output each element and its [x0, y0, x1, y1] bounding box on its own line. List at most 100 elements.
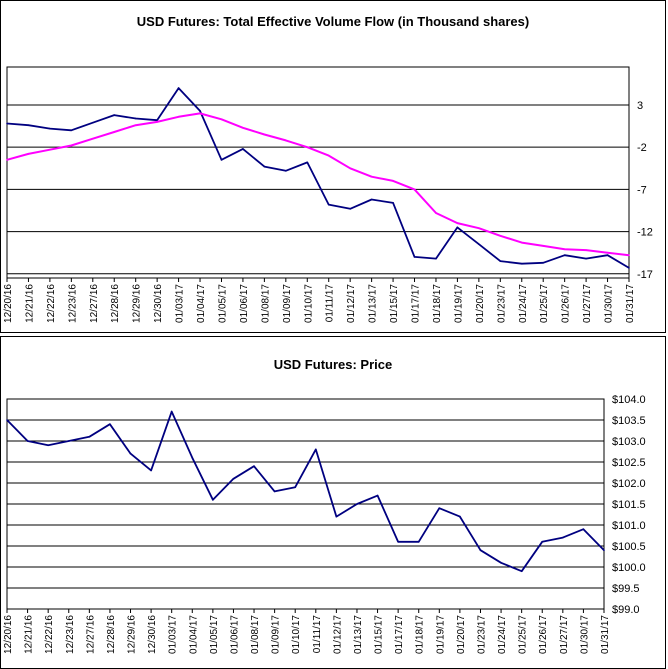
data-point [520, 570, 523, 572]
data-point [499, 235, 502, 237]
x-tick-label: 01/24/17 [518, 284, 529, 323]
data-point [459, 515, 461, 518]
data-point [542, 245, 545, 247]
data-point [88, 436, 91, 438]
data-point [314, 448, 317, 451]
data-point [156, 119, 158, 121]
x-tick-label: 01/03/17 [168, 615, 179, 654]
data-point [170, 410, 173, 413]
x-tick-label: 01/13/17 [368, 284, 379, 323]
series-line-moving-average [6, 112, 630, 257]
data-point [49, 127, 51, 130]
x-tick-label: 12/27/16 [89, 284, 100, 323]
x-tick-label: 01/23/17 [496, 284, 507, 323]
data-point [70, 144, 73, 147]
data-point [335, 515, 338, 518]
data-point [49, 148, 51, 151]
data-point [177, 87, 180, 89]
y-tick-label: $103.5 [612, 415, 646, 427]
y-tick-label: $104.0 [612, 394, 646, 406]
data-point [413, 256, 416, 258]
data-point [435, 257, 437, 260]
data-point [479, 549, 482, 551]
data-point [263, 133, 266, 136]
data-point [417, 541, 420, 543]
y-tick-label: $100.0 [612, 562, 646, 574]
data-point [220, 159, 223, 161]
data-point [541, 541, 544, 543]
x-tick-label: 01/30/17 [579, 615, 590, 654]
x-tick-label: 01/25/17 [539, 284, 550, 323]
data-point [306, 146, 309, 148]
data-point [392, 202, 394, 204]
x-tick-label: 01/25/17 [518, 615, 529, 654]
data-point [273, 490, 276, 493]
x-tick-label: 01/09/17 [282, 284, 293, 323]
data-point [199, 110, 201, 112]
data-point [91, 137, 94, 140]
x-tick-label: 01/15/17 [374, 615, 385, 654]
series-line-price [6, 410, 605, 573]
x-tick-label: 01/05/17 [217, 284, 228, 323]
data-point [542, 262, 545, 264]
data-point [435, 212, 437, 214]
x-tick-label: 01/12/17 [346, 284, 357, 323]
x-tick-label: 12/22/16 [44, 615, 55, 654]
data-point [150, 469, 152, 472]
x-tick-label: 12/28/16 [110, 284, 121, 323]
x-tick-label: 01/10/17 [291, 615, 302, 654]
data-point [370, 198, 373, 201]
data-point [563, 248, 566, 251]
x-tick-label: 12/21/16 [24, 284, 35, 323]
volume-chart-title: USD Futures: Total Effective Volume Flow… [136, 14, 530, 29]
y-tick-label: $101.5 [612, 499, 646, 511]
data-point [327, 154, 330, 157]
x-tick-label: 12/23/16 [67, 284, 78, 323]
data-point [499, 260, 502, 262]
data-point [628, 267, 630, 269]
x-tick-label: 01/31/17 [625, 284, 636, 323]
series-price [6, 410, 605, 573]
x-tick-label: 01/08/17 [260, 284, 271, 323]
data-point [285, 170, 287, 172]
y-tick-label: $102.5 [612, 457, 646, 469]
data-point [478, 227, 480, 230]
x-tick-label: 01/13/17 [353, 615, 364, 654]
volume-chart-svg: 3 -2 -7 -12 -17 12/20/16 12/21/16 12/22/16 12/23… [3, 66, 653, 323]
x-tick-label: 01/06/17 [229, 615, 240, 654]
series-volume [6, 87, 630, 269]
data-point [397, 541, 399, 543]
series-moving-average [6, 112, 630, 257]
data-point [91, 121, 94, 124]
y-tick-label: $101.0 [612, 520, 646, 532]
data-point [113, 131, 116, 133]
data-point [294, 486, 297, 488]
y-tick-label: $103.0 [612, 436, 646, 448]
x-tick-label: 01/27/17 [559, 615, 570, 654]
data-point [370, 175, 373, 178]
data-point [26, 440, 29, 442]
data-point [27, 153, 30, 155]
x-tick-label: 01/10/17 [303, 284, 314, 323]
data-point [456, 226, 459, 229]
data-point [263, 165, 266, 168]
x-tick-label: 01/23/17 [476, 615, 487, 654]
data-point [27, 124, 30, 127]
data-point [413, 188, 416, 191]
data-point [191, 457, 194, 459]
data-point [156, 121, 158, 123]
x-tick-label: 01/17/17 [411, 284, 422, 323]
y-tick-label: 3 [637, 100, 643, 112]
x-tick-label: 12/30/16 [153, 284, 164, 323]
y-tick-label: -12 [637, 227, 653, 239]
plot-area [6, 66, 630, 279]
x-tick-label: 12/21/16 [24, 615, 35, 654]
data-point [6, 122, 8, 125]
data-point [70, 129, 73, 132]
x-tick-label: 01/26/17 [538, 615, 549, 654]
y-tick-label: $100.5 [612, 541, 646, 553]
data-point [242, 148, 244, 150]
data-point [606, 251, 609, 254]
data-point [500, 562, 502, 564]
y-tick-label: -2 [637, 142, 647, 154]
